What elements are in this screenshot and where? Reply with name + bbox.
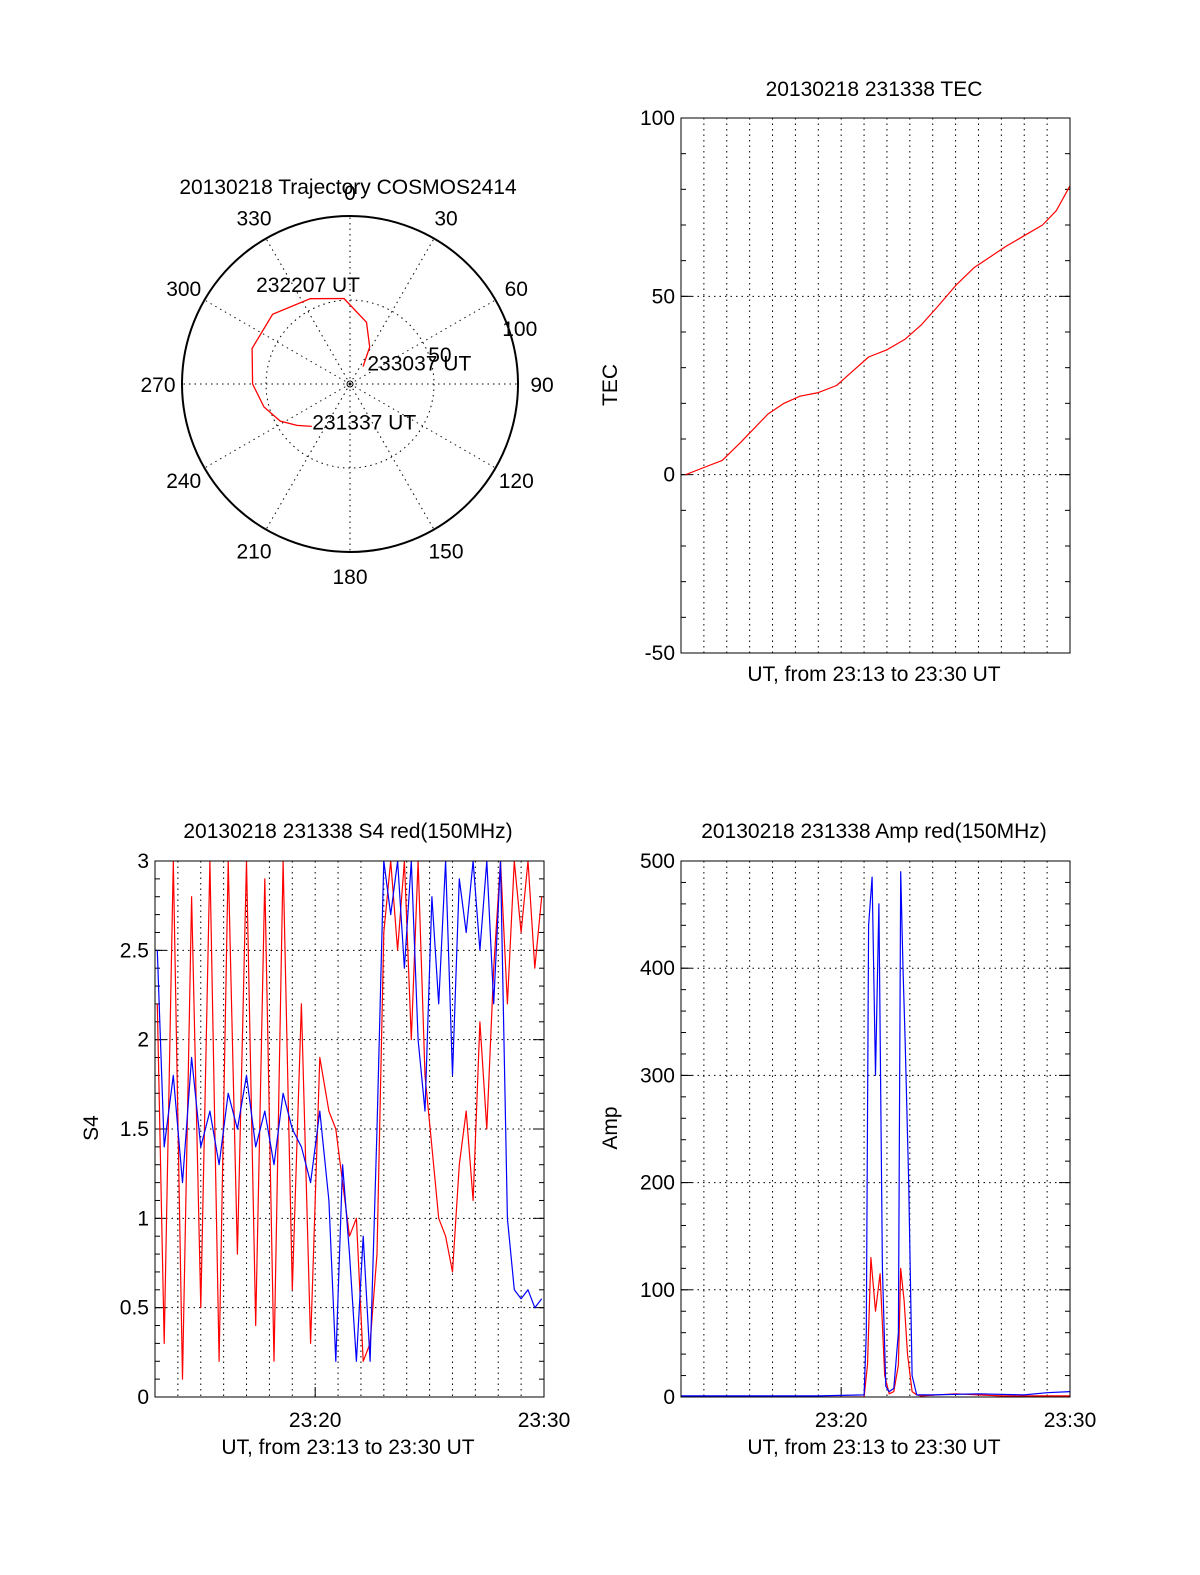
polar-spoke-150 bbox=[349, 383, 435, 530]
polar-az-label: 180 bbox=[332, 566, 367, 589]
s4-series-line bbox=[156, 861, 543, 1380]
amp-series-0 bbox=[681, 1257, 1070, 1397]
polar-az-label: 240 bbox=[166, 470, 201, 493]
polar-ring-label: 50 bbox=[428, 344, 451, 367]
trajectory-time-label: 231337 UT bbox=[312, 411, 416, 434]
tec-series-0 bbox=[685, 185, 1070, 476]
s4-series-1 bbox=[156, 861, 543, 1362]
amp-panel: 20130218 231338 Amp red(150MHz) UT, from… bbox=[599, 820, 1096, 1459]
polar-az-label: 300 bbox=[166, 278, 201, 301]
trajectory-time-label: 232207 UT bbox=[256, 274, 360, 297]
polar-az-label: 60 bbox=[505, 278, 528, 301]
s4-ylabel: S4 bbox=[80, 1115, 103, 1141]
s4-ytick-label: 0.5 bbox=[120, 1297, 149, 1320]
tec-series-line bbox=[685, 185, 1070, 476]
polar-spoke-240 bbox=[204, 383, 351, 469]
tec-ytick-label: 100 bbox=[640, 107, 675, 130]
polar-spoke-210 bbox=[265, 383, 351, 530]
amp-series-line bbox=[681, 871, 1070, 1397]
s4-xlabel: UT, from 23:13 to 23:30 UT bbox=[221, 1436, 474, 1459]
polar-az-label: 90 bbox=[530, 374, 553, 397]
polar-spoke-30 bbox=[349, 238, 435, 385]
amp-frame bbox=[680, 860, 1071, 1398]
polar-az-label: 150 bbox=[428, 540, 463, 563]
polar-spoke-330 bbox=[265, 238, 351, 385]
amp-series-1 bbox=[681, 871, 1070, 1397]
polar-outer-ring bbox=[181, 215, 519, 553]
polar-spoke-60 bbox=[349, 299, 496, 385]
tec-ylabel: TEC bbox=[599, 364, 622, 406]
amp-series-line bbox=[681, 1257, 1070, 1397]
polar-spoke-120 bbox=[349, 383, 496, 469]
trajectory-line bbox=[251, 297, 371, 428]
s4-xtick-label: 23:20 bbox=[289, 1409, 342, 1432]
amp-xlabel: UT, from 23:13 to 23:30 UT bbox=[747, 1436, 1000, 1459]
s4-series-0 bbox=[156, 861, 543, 1380]
s4-frame bbox=[154, 860, 545, 1398]
polar-title: 20130218 Trajectory COSMOS2414 bbox=[179, 176, 517, 199]
polar-az-label: 330 bbox=[236, 208, 271, 231]
s4-ytick-label: 1.5 bbox=[120, 1118, 149, 1141]
polar-ring-label: 100 bbox=[502, 318, 537, 341]
polar-az-label: 210 bbox=[236, 540, 271, 563]
tec-panel: 20130218 231338 TEC UT, from 23:13 to 23… bbox=[599, 78, 1071, 686]
amp-ytick-label: 500 bbox=[640, 850, 675, 873]
polar-az-label: 0 bbox=[344, 182, 356, 205]
amp-xtick-label: 23:20 bbox=[815, 1409, 868, 1432]
tec-ytick-label: -50 bbox=[645, 642, 675, 665]
polar-az-label: 30 bbox=[434, 208, 457, 231]
s4-ytick-label: 3 bbox=[137, 850, 149, 873]
s4-series-line bbox=[156, 861, 543, 1362]
s4-ytick-label: 1 bbox=[137, 1207, 149, 1230]
tec-ytick-label: 0 bbox=[663, 464, 675, 487]
s4-xtick-label: 23:30 bbox=[518, 1409, 571, 1432]
amp-ytick-label: 400 bbox=[640, 957, 675, 980]
amp-ytick-label: 300 bbox=[640, 1064, 675, 1087]
amp-ylabel: Amp bbox=[599, 1106, 622, 1149]
trajectory-time-label: 233037 UT bbox=[367, 353, 471, 376]
polar-center bbox=[346, 380, 354, 388]
polar-trajectory-panel: 20130218 Trajectory COSMOS2414 0 30 60 90 12… bbox=[140, 176, 553, 589]
s4-panel: 20130218 231338 S4 red(150MHz) UT, from … bbox=[80, 820, 570, 1459]
amp-xtick-label: 23:30 bbox=[1044, 1409, 1097, 1432]
tec-xlabel: UT, from 23:13 to 23:30 UT bbox=[747, 663, 1000, 686]
amp-ytick-label: 0 bbox=[663, 1386, 675, 1409]
amp-ytick-label: 100 bbox=[640, 1279, 675, 1302]
s4-ytick-label: 0 bbox=[137, 1386, 149, 1409]
polar-spoke-300 bbox=[204, 299, 351, 385]
s4-ytick-label: 2 bbox=[137, 1029, 149, 1052]
polar-az-label: 120 bbox=[499, 470, 534, 493]
polar-az-label: 270 bbox=[140, 374, 175, 397]
s4-title: 20130218 231338 S4 red(150MHz) bbox=[183, 820, 512, 843]
amp-ytick-label: 200 bbox=[640, 1172, 675, 1195]
amp-title: 20130218 231338 Amp red(150MHz) bbox=[701, 820, 1047, 843]
tec-frame bbox=[680, 117, 1071, 654]
tec-title: 20130218 231338 TEC bbox=[766, 78, 983, 101]
tec-ytick-label: 50 bbox=[652, 285, 675, 308]
s4-ytick-label: 2.5 bbox=[120, 939, 149, 962]
